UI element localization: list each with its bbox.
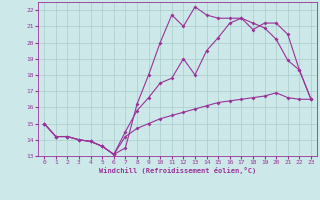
- X-axis label: Windchill (Refroidissement éolien,°C): Windchill (Refroidissement éolien,°C): [99, 167, 256, 174]
